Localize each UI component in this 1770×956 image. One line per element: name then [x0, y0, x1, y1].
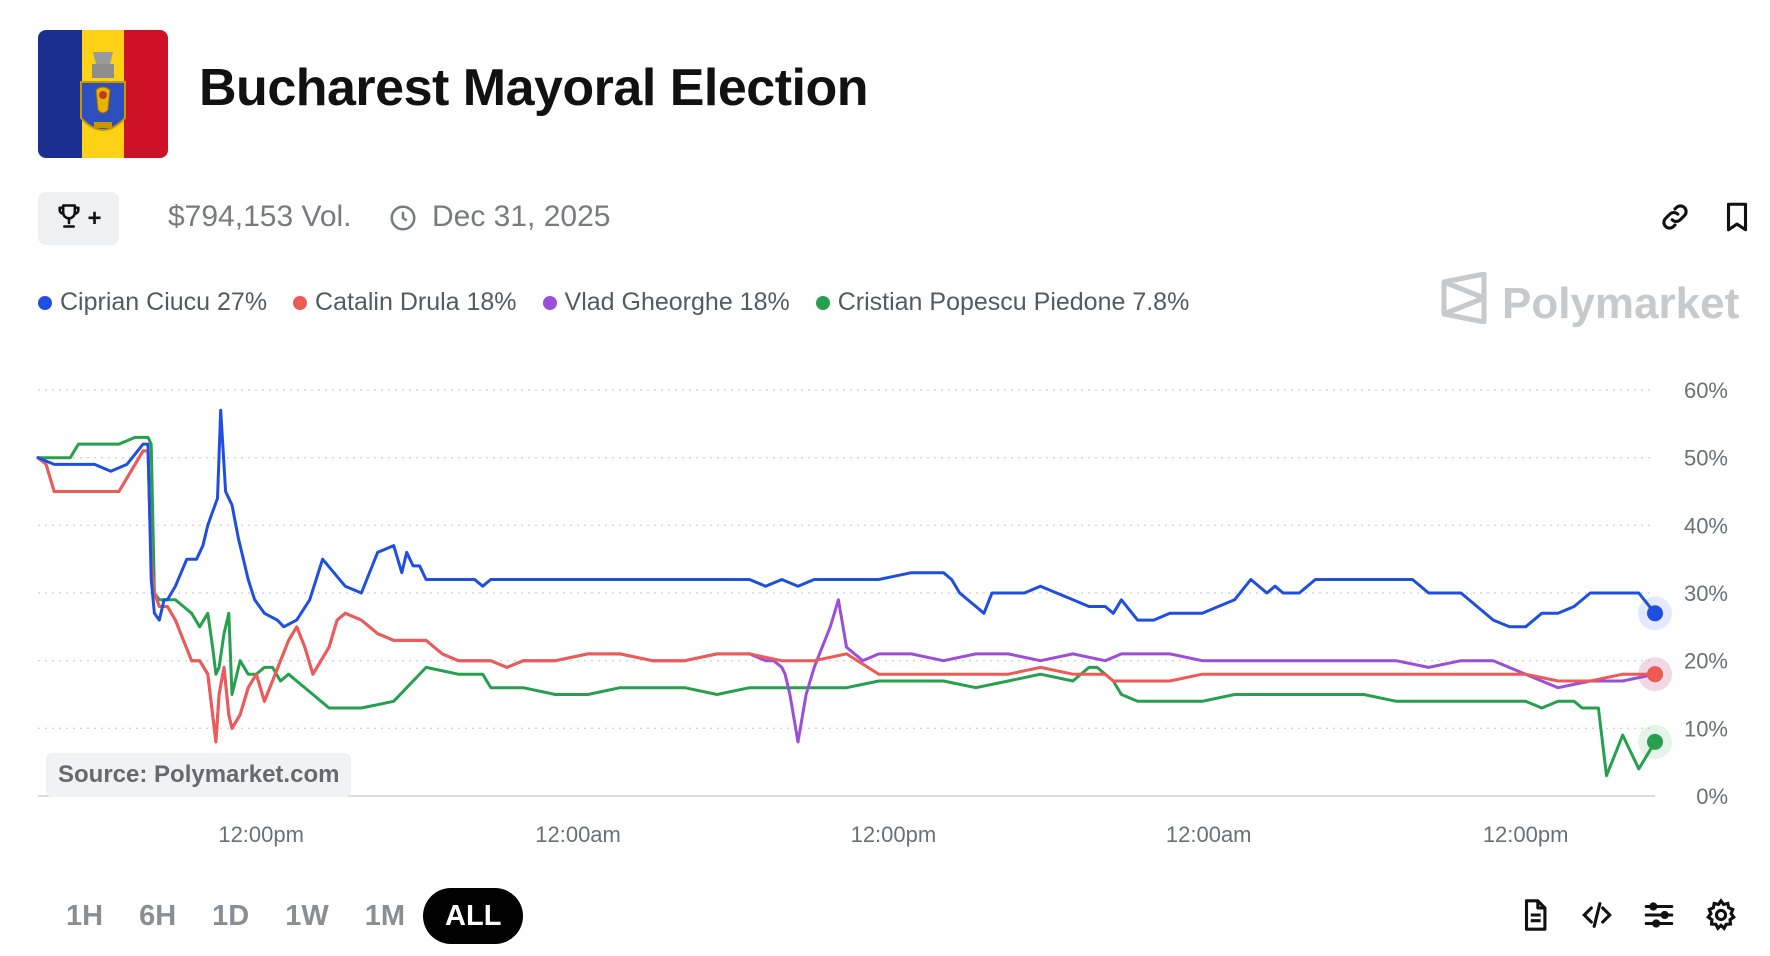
sliders-icon[interactable] — [1642, 898, 1678, 934]
legend-dot — [542, 295, 557, 310]
legend-dot — [38, 295, 52, 310]
y-tick-label: 20% — [1684, 649, 1728, 674]
series-line-vlad-gheorghe — [36, 449, 1657, 744]
gear-icon[interactable] — [1704, 898, 1740, 934]
range-button-1m[interactable]: 1M — [364, 899, 406, 932]
trophy-plus-label: + — [87, 204, 102, 232]
clock-icon — [388, 203, 418, 241]
chart-legend: Ciprian Ciucu 27% Catalin Drula 18% Vlad… — [38, 288, 1189, 317]
legend-label: Cristian Popescu Piedone 7.8% — [837, 288, 1190, 316]
legend-label: Catalin Drula 18% — [315, 288, 517, 316]
legend-dot — [293, 295, 308, 310]
series-line-catalin-drula — [36, 449, 1657, 744]
end-marker — [1647, 733, 1663, 750]
end-date-text: Dec 31, 2025 — [432, 200, 611, 233]
source-label: Source: Polymarket.com — [46, 753, 352, 797]
trophy-icon — [55, 202, 83, 235]
y-tick-label: 30% — [1684, 581, 1728, 606]
range-button-all[interactable]: ALL — [423, 888, 524, 944]
x-tick-label: 12:00pm — [1483, 822, 1569, 847]
range-button-1w[interactable]: 1W — [285, 899, 329, 932]
end-marker — [1647, 605, 1663, 622]
end-marker — [1647, 666, 1663, 683]
y-tick-label: 60% — [1684, 378, 1728, 403]
legend-dot — [815, 295, 830, 310]
trophy-button[interactable]: + — [38, 192, 119, 245]
x-tick-label: 12:00am — [1166, 822, 1252, 847]
x-tick-label: 12:00pm — [851, 822, 937, 847]
range-button-6h[interactable]: 6H — [139, 899, 177, 932]
volume-text: $794,153 Vol. — [168, 200, 352, 233]
series-line-cristian-popescu-piedone — [36, 435, 1657, 778]
price-chart: 60% 50% 40% 30% 20% 10% 0% 12:00pm 12:00am 12:00p… — [36, 378, 1728, 847]
polymarket-logo-icon — [1440, 271, 1488, 335]
legend-item-piedone: Cristian Popescu Piedone 7.8% — [815, 288, 1190, 317]
legend-item-ciucu: Ciprian Ciucu 27% — [38, 288, 267, 317]
range-button-1d[interactable]: 1D — [212, 899, 250, 932]
x-tick-label: 12:00am — [535, 822, 621, 847]
code-icon[interactable] — [1580, 898, 1616, 934]
link-icon[interactable] — [1658, 200, 1694, 236]
romania-flag-icon — [38, 30, 168, 158]
legend-label: Vlad Gheorghe 18% — [564, 288, 790, 316]
legend-item-gheorghe: Vlad Gheorghe 18% — [542, 288, 790, 317]
y-tick-label: 10% — [1684, 716, 1728, 741]
document-icon[interactable] — [1518, 898, 1554, 934]
legend-label: Ciprian Ciucu 27% — [60, 288, 268, 316]
polymarket-logo-text: Polymarket — [1502, 278, 1740, 328]
polymarket-logo: Polymarket — [1440, 271, 1740, 335]
page-title: Bucharest Mayoral Election — [199, 59, 869, 117]
series-line-ciprian-ciucu — [36, 408, 1657, 629]
y-tick-label: 50% — [1684, 446, 1728, 471]
y-tick-label: 0% — [1696, 784, 1728, 809]
legend-item-drula: Catalin Drula 18% — [293, 288, 517, 317]
bookmark-icon[interactable] — [1720, 200, 1756, 236]
y-tick-label: 40% — [1684, 513, 1728, 538]
range-button-1h[interactable]: 1H — [66, 899, 104, 932]
time-range-selector: 1H 6H 1D 1W 1M ALL — [48, 888, 524, 944]
x-tick-label: 12:00pm — [218, 822, 304, 847]
